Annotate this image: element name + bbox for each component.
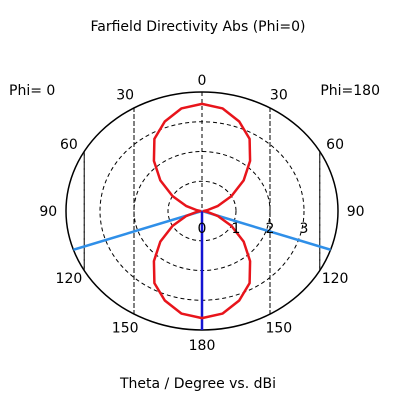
radial-tick-label: 1 [232, 221, 241, 237]
phi-left-label: Phi= 0 [9, 83, 55, 99]
phi-right-label: Phi=180 [320, 83, 380, 99]
angle-label-left: 150 [112, 320, 139, 336]
series-layer [152, 102, 252, 320]
x-axis-label: Theta / Degree vs. dBi [119, 376, 276, 392]
angle-label-right: 30 [270, 88, 288, 104]
chart-title: Farfield Directivity Abs (Phi=0) [91, 19, 306, 35]
reference-line [73, 209, 203, 251]
reference-line [201, 209, 331, 251]
angle-label-right: 120 [322, 271, 349, 287]
radial-tick-label: 2 [266, 221, 275, 237]
angle-label-left: 90 [39, 204, 57, 220]
series-line [152, 102, 252, 320]
angle-label-right: 60 [326, 137, 344, 153]
angle-label-0: 0 [198, 73, 207, 89]
radial-tick-label: 0 [198, 221, 207, 237]
angle-label-180: 180 [189, 338, 216, 354]
angle-label-left: 120 [56, 271, 83, 287]
reference-lines [73, 209, 331, 330]
angle-label-left: 60 [60, 137, 78, 153]
angle-label-left: 30 [116, 88, 134, 104]
angle-label-right: 90 [347, 204, 365, 220]
angle-label-right: 150 [265, 320, 292, 336]
radial-tick-label: 3 [300, 221, 309, 237]
axis-labels: 0 180 30 30 60 60 90 90 120 120 150 150 0 1 2 3 [39, 73, 364, 354]
